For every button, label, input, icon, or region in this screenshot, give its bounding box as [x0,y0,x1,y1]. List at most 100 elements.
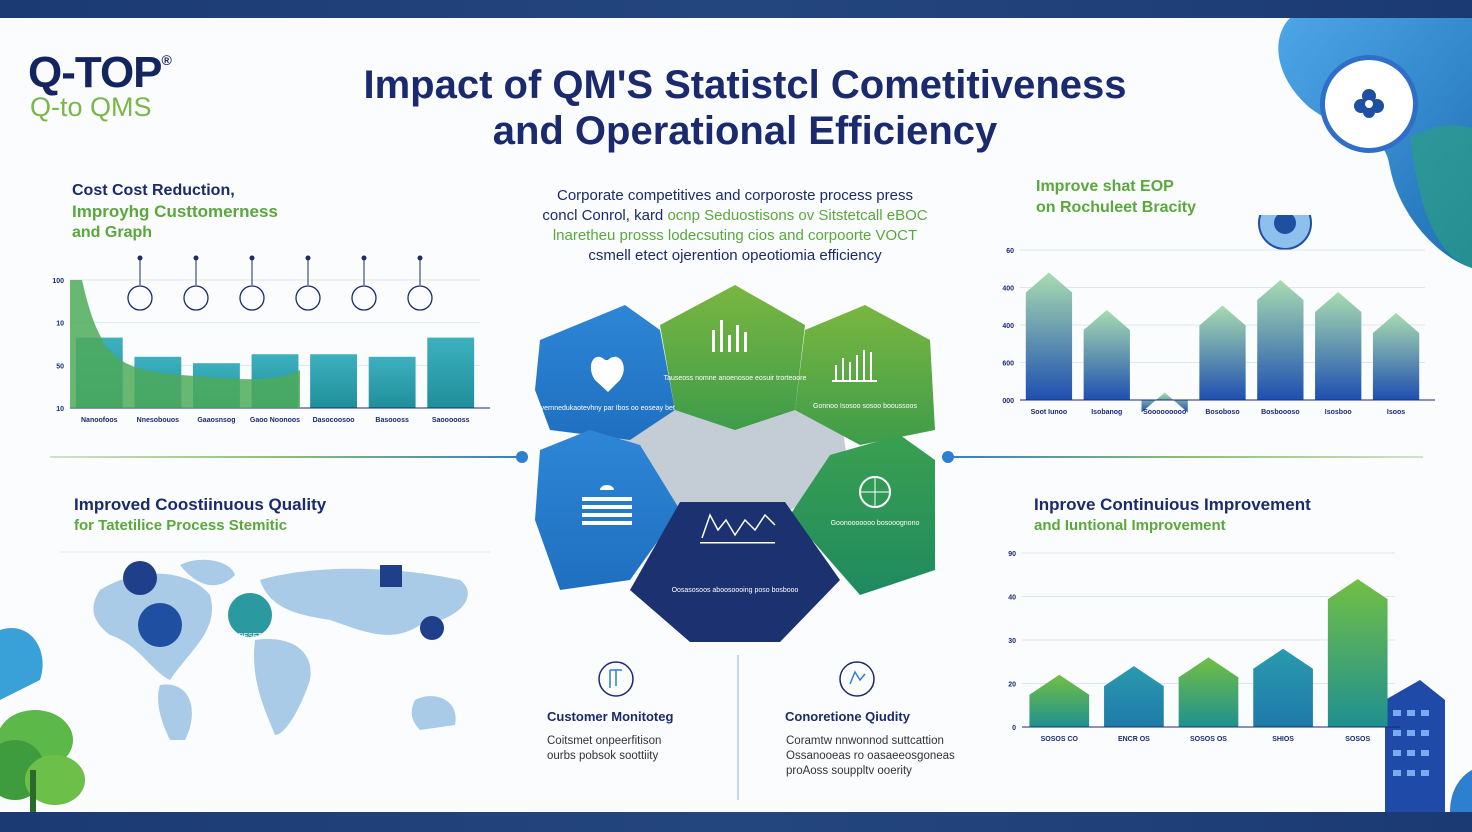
bottom-band [0,812,1472,832]
bar-chart-icon [712,330,715,352]
monitoring-icon [598,661,634,697]
right-mid-heading: Inprove Continuious Improvement and Iunt… [1034,494,1311,536]
registered-mark: ® [161,52,172,69]
hex-top[interactable] [660,285,805,430]
y-tick-label: 90 [1008,551,1016,558]
center-diamond [620,410,850,520]
logo: Q-TOP® [28,48,172,98]
text-line: proAoss souppltv ooerity [786,765,912,777]
building-decoration [1385,680,1472,812]
bar [1178,657,1239,727]
hexagon-diagram: Gvernnedukaotevhny par Ibos oo eoseay be… [535,285,935,642]
y-tick-label: 0 [1012,725,1016,732]
heart-icon [590,356,624,392]
bar [1315,292,1362,400]
x-tick-label: Gaoo Noonoos [250,417,300,424]
tree-decoration [0,628,85,812]
x-tick-label: SOSOS CO [1041,736,1079,743]
greenland [180,559,235,586]
divider [948,456,1423,458]
x-tick-label: Bosoboso [1205,409,1239,416]
heading-line: for Tatetilice Process Stemitic [74,517,288,534]
map-pin-icon [138,603,182,647]
text-line: csmell etect ojerention opeotiomia effic… [588,247,882,264]
y-tick-label: 40 [1008,595,1016,602]
south-america [158,684,192,740]
dot [361,255,367,261]
bar [1253,648,1313,727]
y-tick-label: 400 [1002,286,1014,293]
top-band [0,0,1472,18]
conoretione-quality-text: Coramtw nnwonnod suttcattion Ossanooeas … [786,734,955,779]
divider-dot [942,451,954,463]
x-tick-label: Basoooss [375,417,409,424]
process-icon [183,285,209,311]
bar [1141,392,1188,413]
bar [1104,666,1164,727]
conoretione-quality-title: Conoretione Qiudity [785,709,910,724]
customer-monitoring-text: Coitsmet onpeerfitison ourbs pobsok soot… [547,734,661,764]
hex-bottom-label: Oosasosoos aboosoooing poso bosbooo [672,587,799,594]
heading-line: Cost Cost Reduction, [72,182,235,199]
customer-monitoring-title: Customer Monitoteg [547,709,674,724]
x-tick-label: Saoooooss [432,417,470,424]
y-tick-label: 10 [56,406,64,413]
left-mid-heading: Improved Coostiinuous Quality for Tateti… [74,494,326,536]
x-tick-label: SHIOS [1272,736,1294,743]
text-line: Coramtw nnwonnod suttcattion [786,735,944,747]
x-tick-label: Isobanog [1091,409,1122,416]
heading-line: Improyhg Custtomerness [72,202,278,221]
vertical-divider [737,655,739,800]
x-tick-label: ENCR OS [1118,736,1150,743]
heading-line: Inprove Continuious Improvement [1034,495,1311,514]
hex-mid-right[interactable] [790,435,935,595]
text-line: lnaretheu prosss lodecsuting cios and co… [552,227,918,244]
heading-line: Improved Coostiinuous Quality [74,495,327,514]
text-line: concl Conrol, kard [542,207,664,224]
center-description: Corporate competitives and corporoste pr… [495,186,975,266]
brand-badge [1320,55,1418,153]
bar [1083,310,1130,400]
logo-tagline: Q-to QMS [30,92,152,122]
y-tick-label: 100 [52,278,64,285]
title-line-1: Impact of QM'S Statistcl Cometitiveness [363,63,1127,107]
page-title: Impact of QM'S Statistcl Cometitiveness … [250,62,1240,154]
y-tick-label: 10 [56,321,64,328]
divider-dot [516,451,528,463]
x-tick-label: Sooooooooo [1143,409,1186,416]
y-tick-label: 000 [1002,398,1014,405]
y-tick-label: 50 [56,363,64,370]
divider [50,456,520,458]
x-tick-label: Isosboo [1325,409,1352,416]
trend-chart-icon [700,542,775,544]
hex-top-left-label: Gvernnedukaotevhny par Ibos oo eoseay be… [535,405,675,412]
africa [254,639,311,735]
map-pin-icon [228,593,272,637]
logo-name: Q-TOP [28,48,163,97]
australia [411,696,456,730]
hex-mid-right-label: Goonooooooo bosooognono [831,520,920,527]
heading-line: Improve shat EOP [1036,178,1174,195]
heading-line: and Iuntional Improvement [1034,517,1226,534]
hex-mid-left[interactable] [535,430,680,590]
y-tick-label: 30 [1008,638,1016,645]
x-tick-label: Bosboooso [1261,409,1300,416]
x-tick-label: Nanoofoos [81,417,118,424]
improvement-chart: 0 20 30 40 90 SOSOS CO ENCR OS SOSOS OS SHIOS SOS… [1008,551,1400,743]
bar [1199,305,1246,400]
process-icon [295,285,321,311]
building-icon [380,565,402,587]
map-pin-icon [420,616,444,640]
hex-top-label: Tauseoss nomne anoenosoe eosuir trorteoo… [664,375,807,382]
text-line: ourbs pobsok soottiity [547,750,659,762]
hex-bottom[interactable] [630,502,840,642]
process-icon [407,285,433,311]
dot [305,255,311,261]
eurasia [260,568,468,635]
bar [1025,272,1073,400]
cost-reduction-chart: 10 50 10 100 Nanoofoos Nnesobouos Gaaosnsog Gao… [52,255,490,424]
bar [427,337,475,408]
heading-line: and Graph [72,224,153,241]
text-line: Ossanooeas ro oasaeeosgoneas [786,750,955,762]
bar [368,356,416,408]
